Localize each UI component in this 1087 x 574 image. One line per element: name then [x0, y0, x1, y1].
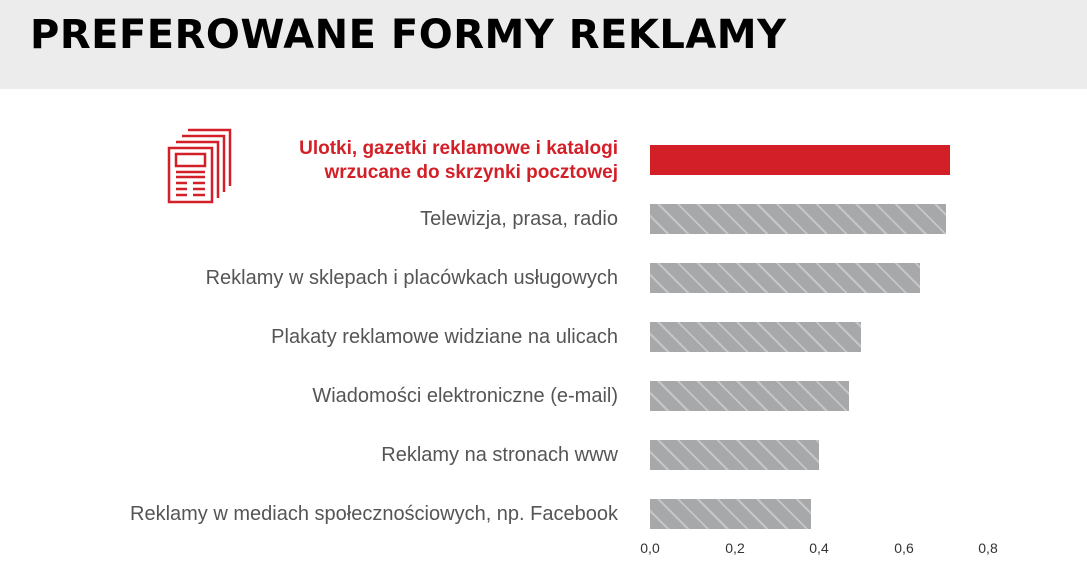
category-label: Wiadomości elektroniczne (e-mail) — [312, 385, 618, 407]
category-label: Plakaty reklamowe widziane na ulicach — [271, 326, 618, 348]
chart-row-3: Plakaty reklamowe widziane na ulicach — [0, 322, 1087, 352]
bar — [650, 204, 946, 234]
x-tick: 0,0 — [640, 540, 660, 556]
category-label: Reklamy w mediach społecznościowych, np.… — [130, 503, 618, 525]
category-label-line1: Ulotki, gazetki reklamowe i katalogi — [299, 138, 618, 159]
category-label: Reklamy na stronach www — [381, 444, 618, 466]
chart-title: PREFEROWANE FORMY REKLAMY — [30, 12, 787, 58]
header-band: PREFEROWANE FORMY REKLAMY — [0, 0, 1087, 89]
newspaper-stack-icon — [167, 128, 232, 204]
chart-row-4: Wiadomości elektroniczne (e-mail) — [0, 381, 1087, 411]
chart-row-0: Ulotki, gazetki reklamowe i katalogi wrz… — [0, 138, 1087, 183]
bar — [650, 381, 849, 411]
bar — [650, 322, 861, 352]
category-label-line2: wrzucane do skrzynki pocztowej — [324, 162, 618, 183]
chart-row-1: Telewizja, prasa, radio — [0, 204, 1087, 234]
x-tick: 0,8 — [978, 540, 998, 556]
category-label: Ulotki, gazetki reklamowe i katalogi wrz… — [299, 137, 618, 183]
chart-row-2: Reklamy w sklepach i placówkach usługowy… — [0, 263, 1087, 293]
x-tick: 0,4 — [809, 540, 829, 556]
bar — [650, 440, 819, 470]
category-label: Reklamy w sklepach i placówkach usługowy… — [205, 267, 618, 289]
chart-row-5: Reklamy na stronach www — [0, 440, 1087, 470]
bar — [650, 263, 920, 293]
chart-row-6: Reklamy w mediach społecznościowych, np.… — [0, 499, 1087, 529]
bar — [650, 499, 811, 529]
x-tick: 0,2 — [725, 540, 745, 556]
bar-highlighted — [650, 145, 950, 175]
category-label: Telewizja, prasa, radio — [420, 208, 618, 230]
x-tick: 0,6 — [894, 540, 914, 556]
